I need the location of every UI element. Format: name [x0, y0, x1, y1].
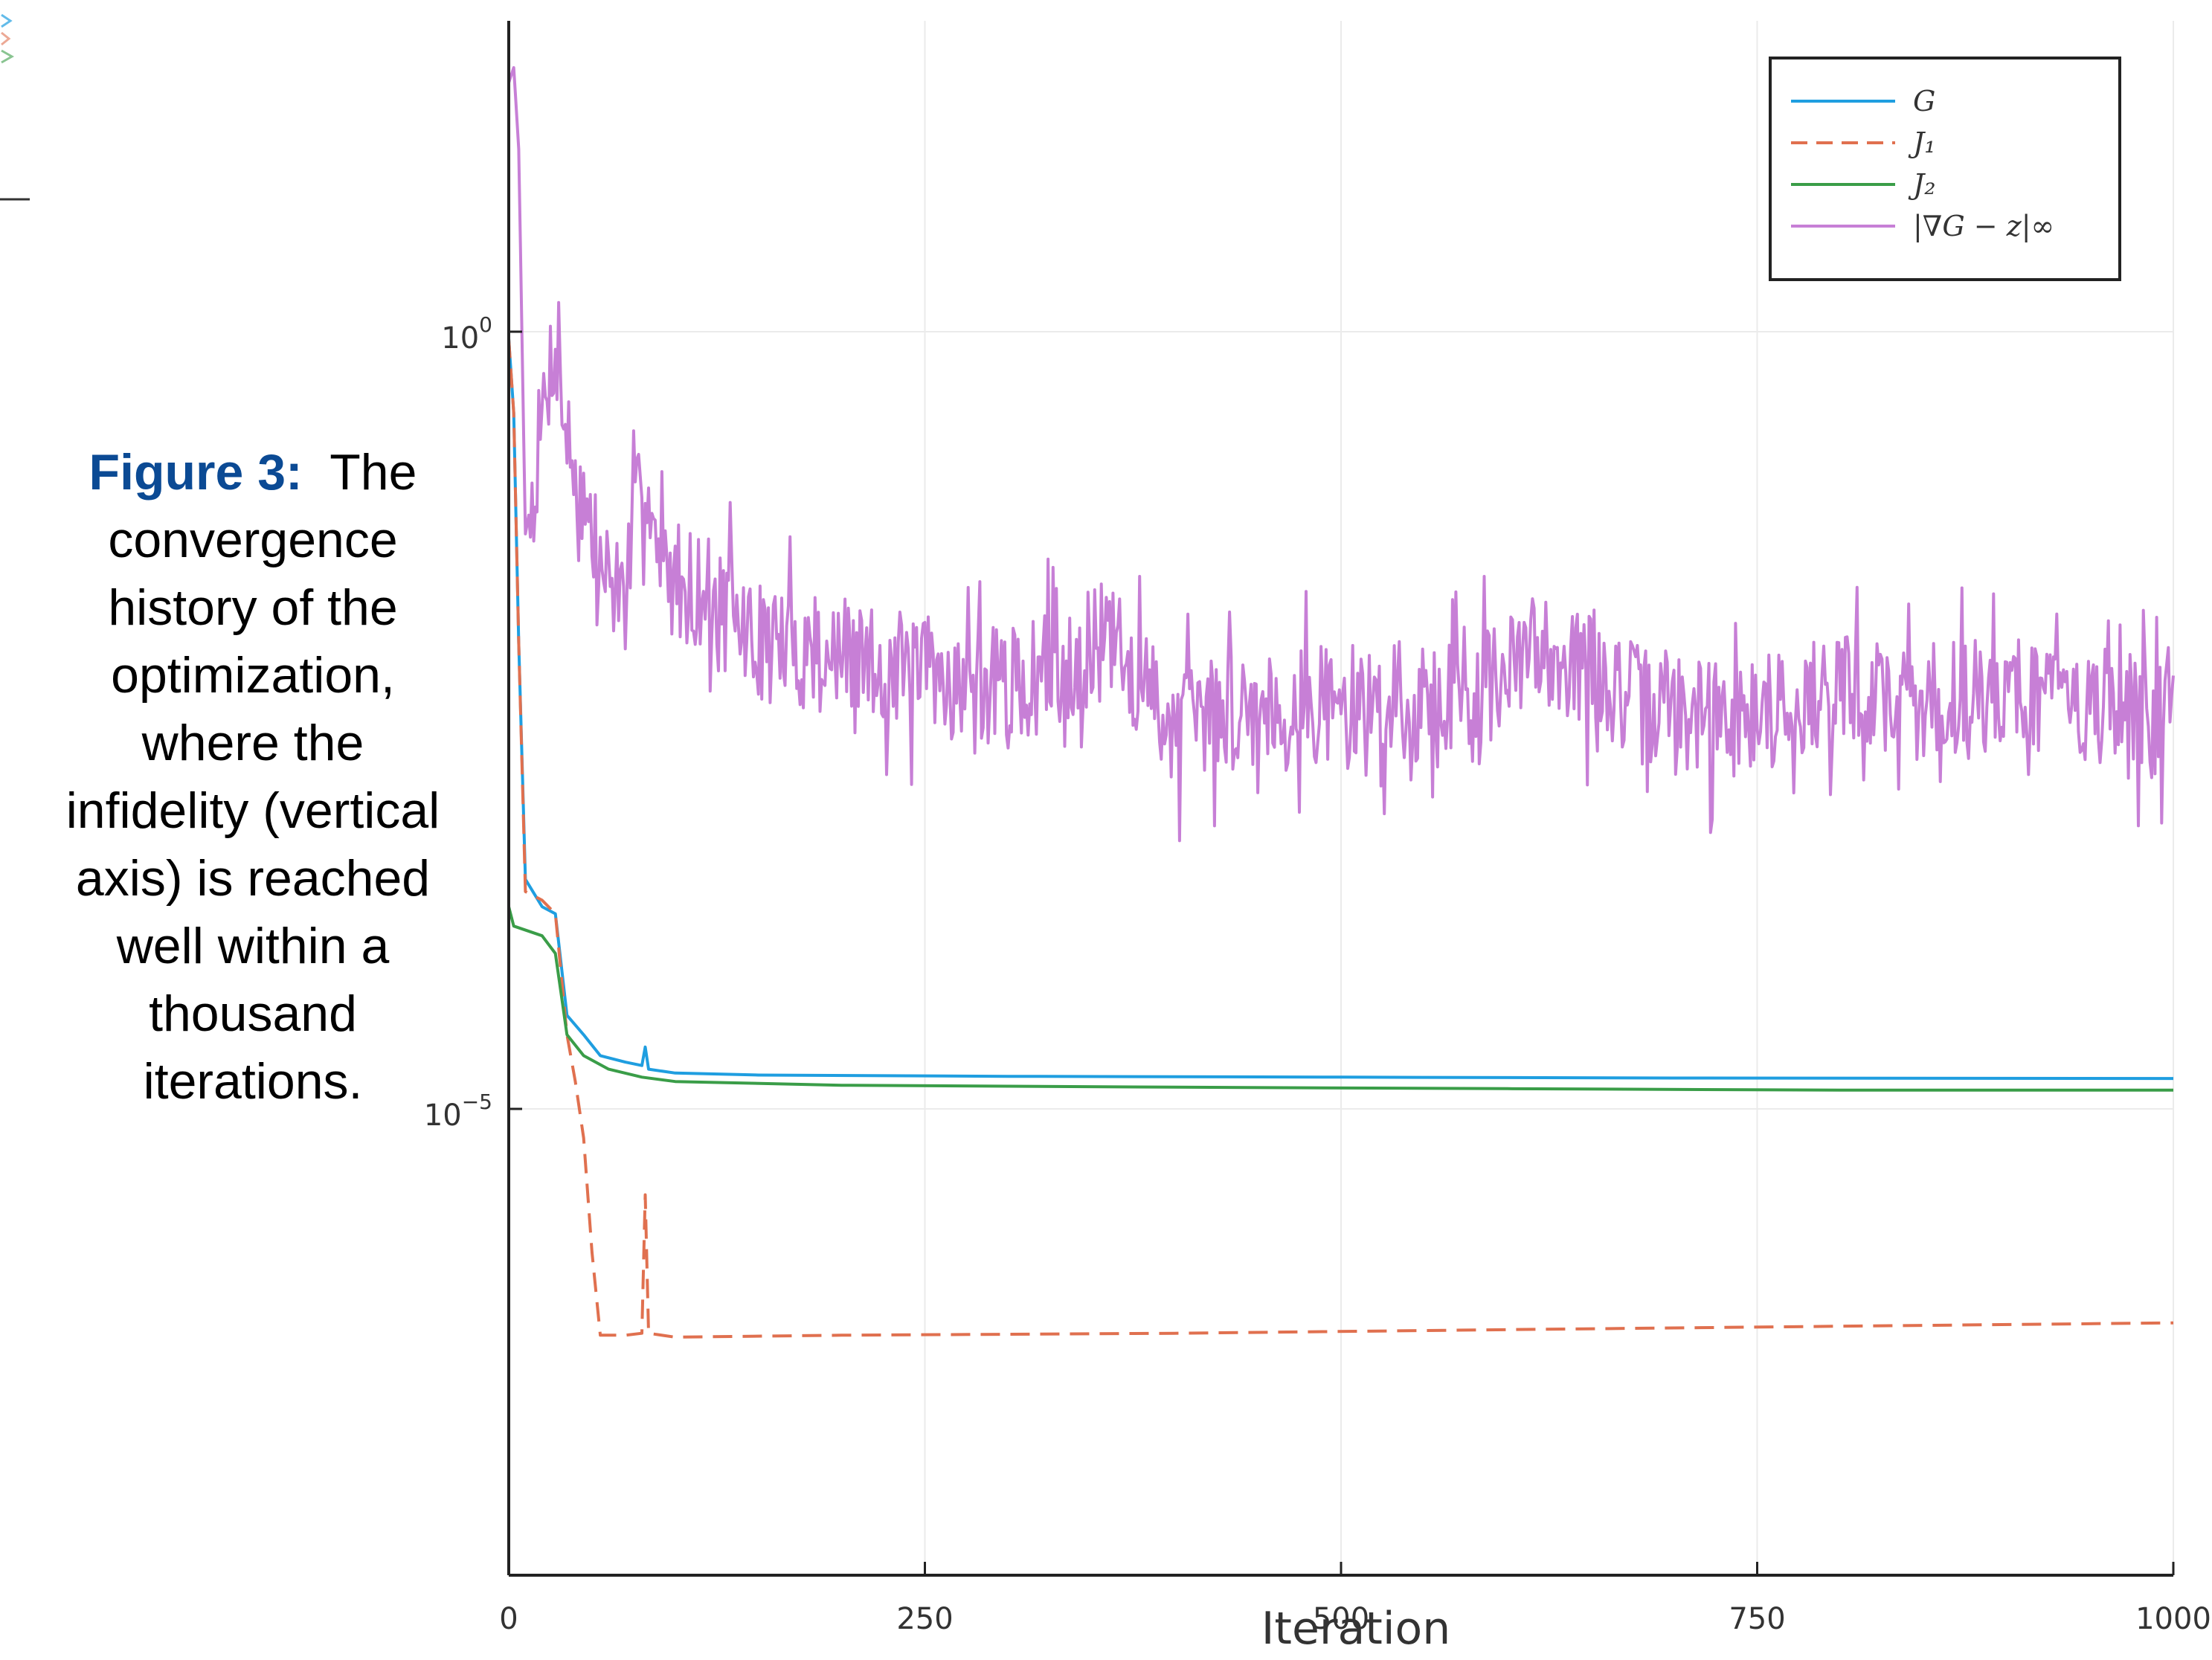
- figure-caption-label: Figure 3:: [89, 444, 303, 501]
- figure-caption-text: The convergence history of the optimizat…: [65, 444, 440, 1110]
- y-tick-label: 100: [441, 312, 492, 356]
- x-axis-title: Iteration: [1261, 1603, 1451, 1655]
- series-line-2: [507, 338, 2174, 1339]
- series-line-4: [507, 65, 2175, 843]
- cropped-figure-remnant: [0, 13, 30, 201]
- x-tick-label: 250: [896, 1602, 953, 1636]
- series-layer: [507, 65, 2175, 1339]
- axes-layer: 0 250 500 750 1000 100 10−5 Iteration: [424, 21, 2211, 1655]
- series-line-3: [507, 906, 2173, 1092]
- legend-box: [1769, 57, 2121, 281]
- figure-caption: Figure 3: The convergence history of the…: [45, 439, 461, 1116]
- x-tick-label: 750: [1729, 1602, 1785, 1636]
- legend-label: J₂: [1908, 168, 1935, 201]
- y-tick-label: 10−5: [424, 1090, 492, 1133]
- legend: G J₁ J₂ |∇G − z|∞: [1769, 57, 2121, 281]
- legend-label: G: [1913, 85, 1935, 118]
- x-tick-label: 0: [499, 1602, 518, 1636]
- x-tick-label: 500: [1313, 1602, 1369, 1636]
- x-tick-label: 1000: [2135, 1602, 2211, 1636]
- legend-label: J₁: [1908, 126, 1935, 159]
- legend-label: |∇G − z|∞: [1913, 210, 2054, 242]
